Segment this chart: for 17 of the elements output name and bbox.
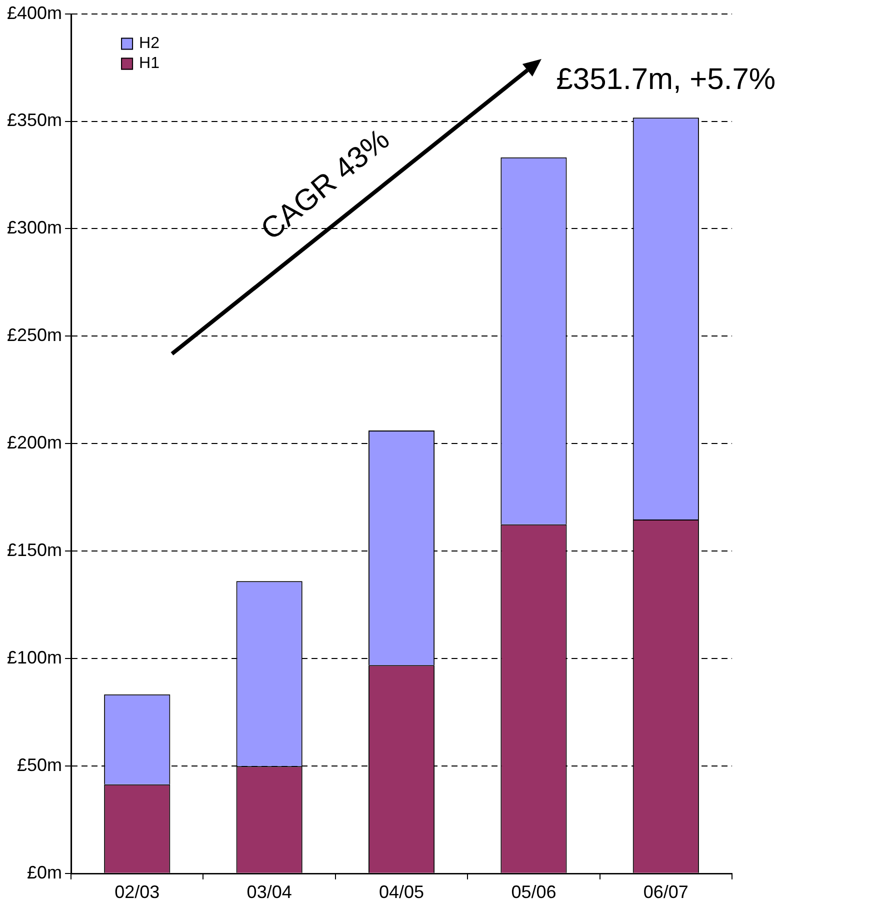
y-tick-label: £50m <box>17 754 62 775</box>
y-tick-label: £350m <box>6 110 62 130</box>
x-tick-label: 02/03 <box>114 882 160 902</box>
legend-label: H2 <box>139 35 160 52</box>
x-tick-label: 03/04 <box>246 882 292 902</box>
y-tick-label: £400m <box>6 2 62 23</box>
y-tick-label: £300m <box>6 218 62 238</box>
y-tick-label: £100m <box>6 647 62 668</box>
y-tick-label: £200m <box>6 432 62 453</box>
x-tick-label: 05/06 <box>511 882 556 902</box>
legend-label: H1 <box>139 55 160 72</box>
y-tick-label: £150m <box>6 540 62 560</box>
x-tick-label: 04/05 <box>378 882 424 902</box>
y-tick-label: £0m <box>27 862 62 882</box>
annotation: £351.7m, +5.7% <box>556 62 776 96</box>
y-tick-label: £250m <box>6 325 62 346</box>
x-tick-label: 06/07 <box>643 882 688 902</box>
